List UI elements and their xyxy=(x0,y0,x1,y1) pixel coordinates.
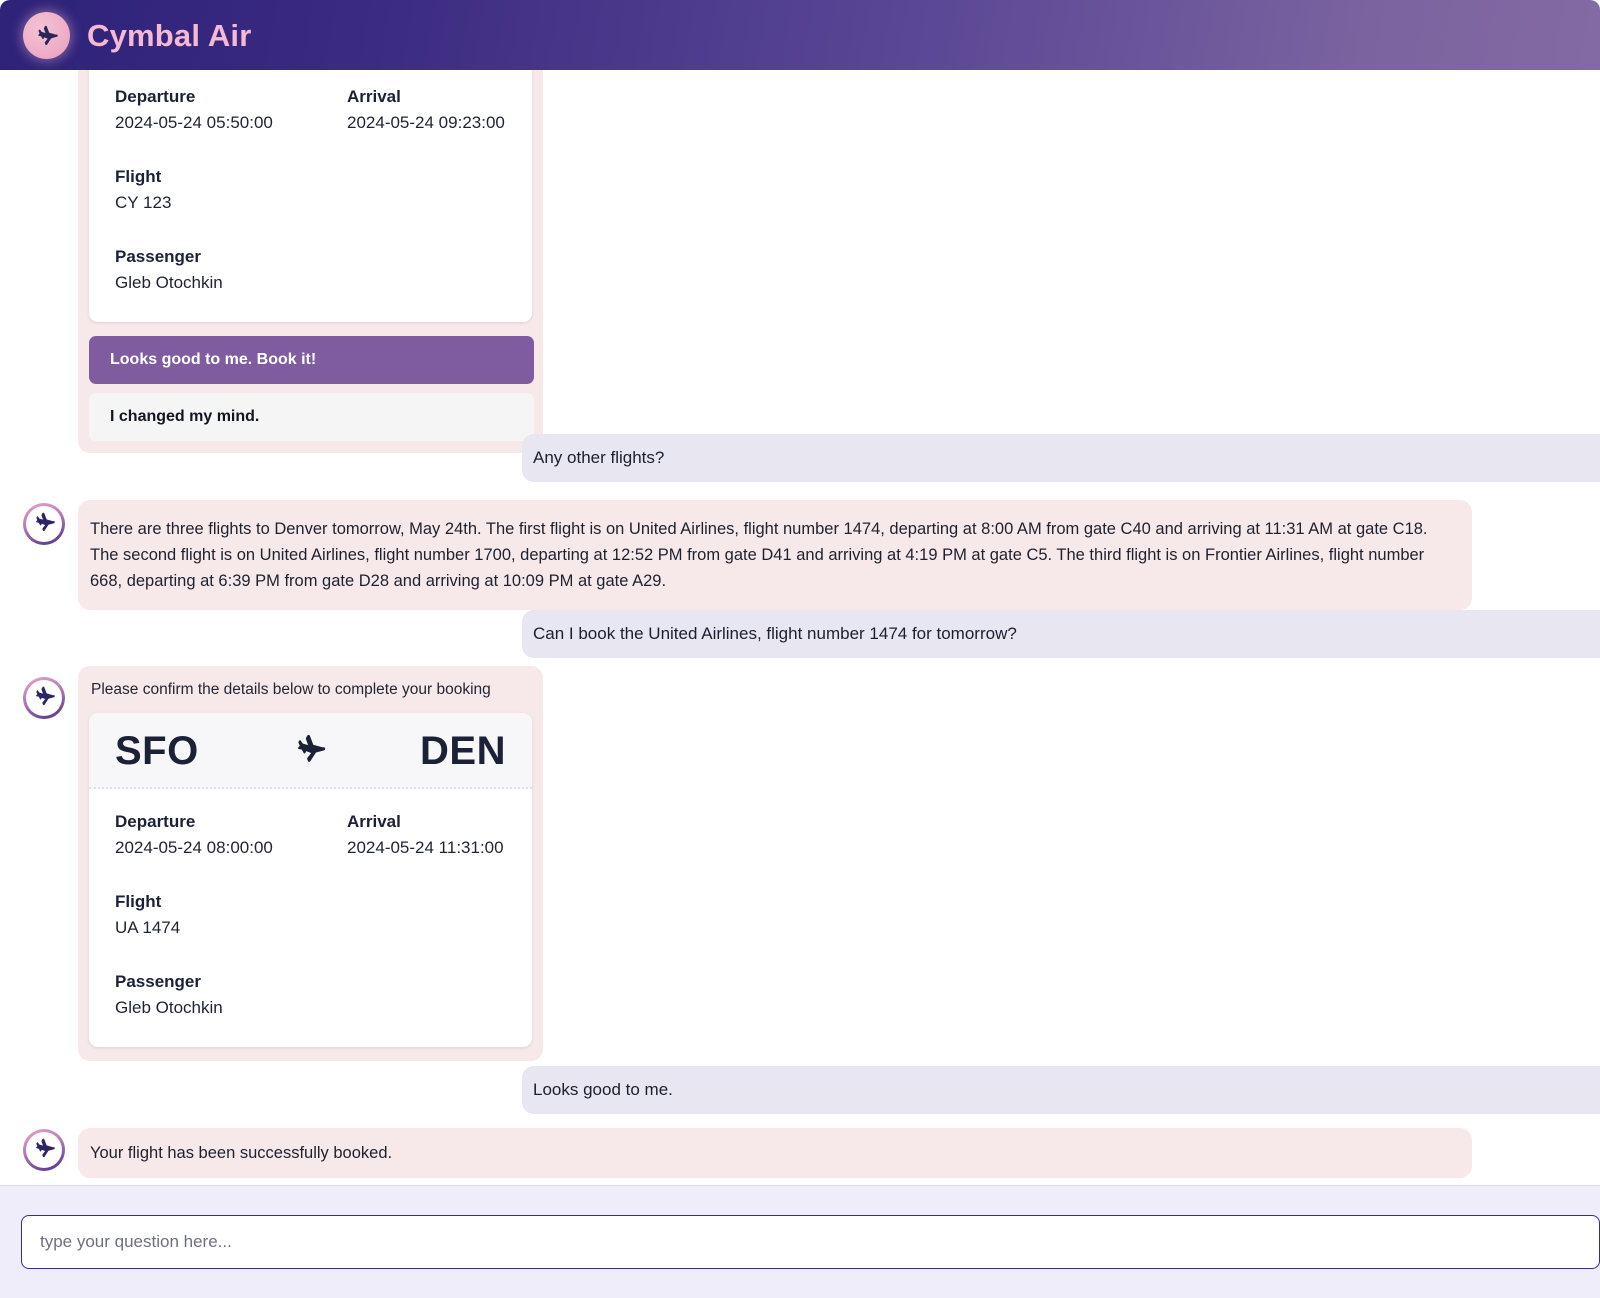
previous-arrival-label: Arrival xyxy=(347,87,401,106)
brand-title: Cymbal Air xyxy=(87,17,252,53)
arrival-label: Arrival xyxy=(347,812,401,831)
airplane-icon xyxy=(292,731,327,771)
booking-ticket-card: SFO DEN Departure 2024-05-24 08:00:00 xyxy=(89,713,532,1047)
departure-value: 2024-05-24 08:00:00 xyxy=(115,838,273,857)
assistant-message-booking-confirmation: Please confirm the details below to comp… xyxy=(78,666,543,1061)
previous-flight-value: CY 123 xyxy=(115,193,172,212)
chat-scroll-area[interactable]: SFO DEN Departure 2024-05-24 05:50:00 xyxy=(0,70,1600,1185)
previous-passenger-label: Passenger xyxy=(115,247,201,266)
destination-airport-code: DEN xyxy=(420,729,506,773)
user-message-any-other-flights: Any other flights? xyxy=(522,434,1600,482)
origin-airport-code: SFO xyxy=(115,729,199,773)
passenger-value: Gleb Otochkin xyxy=(115,998,223,1017)
user-message-book-request: Can I book the United Airlines, flight n… xyxy=(522,610,1600,658)
previous-departure-label: Departure xyxy=(115,87,196,106)
airplane-icon xyxy=(32,684,56,713)
departure-label: Departure xyxy=(115,812,196,831)
user-message-looks-good: Looks good to me. xyxy=(522,1066,1600,1114)
assistant-message-booked: Your flight has been successfully booked… xyxy=(78,1128,1472,1178)
confirm-booking-button[interactable]: Looks good to me. Book it! xyxy=(89,336,534,384)
previous-departure-value: 2024-05-24 05:50:00 xyxy=(115,113,273,132)
composer-bar xyxy=(0,1185,1600,1298)
previous-passenger-value: Gleb Otochkin xyxy=(115,273,223,292)
airplane-icon xyxy=(32,510,56,539)
arrival-value: 2024-05-24 11:31:00 xyxy=(347,838,504,857)
airplane-icon xyxy=(32,1136,56,1165)
app-header: Cymbal Air xyxy=(0,0,1600,70)
assistant-message-previous-booking: SFO DEN Departure 2024-05-24 05:50:00 xyxy=(78,70,543,453)
previous-ticket-card: SFO DEN Departure 2024-05-24 05:50:00 xyxy=(89,70,532,322)
airplane-icon xyxy=(34,23,59,48)
previous-ticket-body: Departure 2024-05-24 05:50:00 Arrival 20… xyxy=(89,70,532,322)
flight-label: Flight xyxy=(115,892,162,911)
booking-ticket-body: Departure 2024-05-24 08:00:00 Arrival 20… xyxy=(89,789,532,1047)
flight-value: UA 1474 xyxy=(115,918,181,937)
passenger-label: Passenger xyxy=(115,972,201,991)
assistant-message-flight-options: There are three flights to Denver tomorr… xyxy=(78,500,1472,610)
assistant-avatar xyxy=(23,503,65,545)
booking-times-row: Departure 2024-05-24 08:00:00 Arrival 20… xyxy=(115,809,506,861)
booking-ticket-header: SFO DEN xyxy=(89,713,532,789)
assistant-avatar xyxy=(23,1129,65,1171)
search-input[interactable] xyxy=(21,1215,1600,1269)
cancel-booking-button[interactable]: I changed my mind. xyxy=(89,393,534,441)
brand-logo xyxy=(23,11,70,59)
confirm-prompt-text: Please confirm the details below to comp… xyxy=(91,681,491,698)
assistant-avatar xyxy=(23,677,65,719)
previous-flight-label: Flight xyxy=(115,167,162,186)
previous-arrival-value: 2024-05-24 09:23:00 xyxy=(347,113,505,132)
previous-times-row: Departure 2024-05-24 05:50:00 Arrival 20… xyxy=(115,84,506,136)
